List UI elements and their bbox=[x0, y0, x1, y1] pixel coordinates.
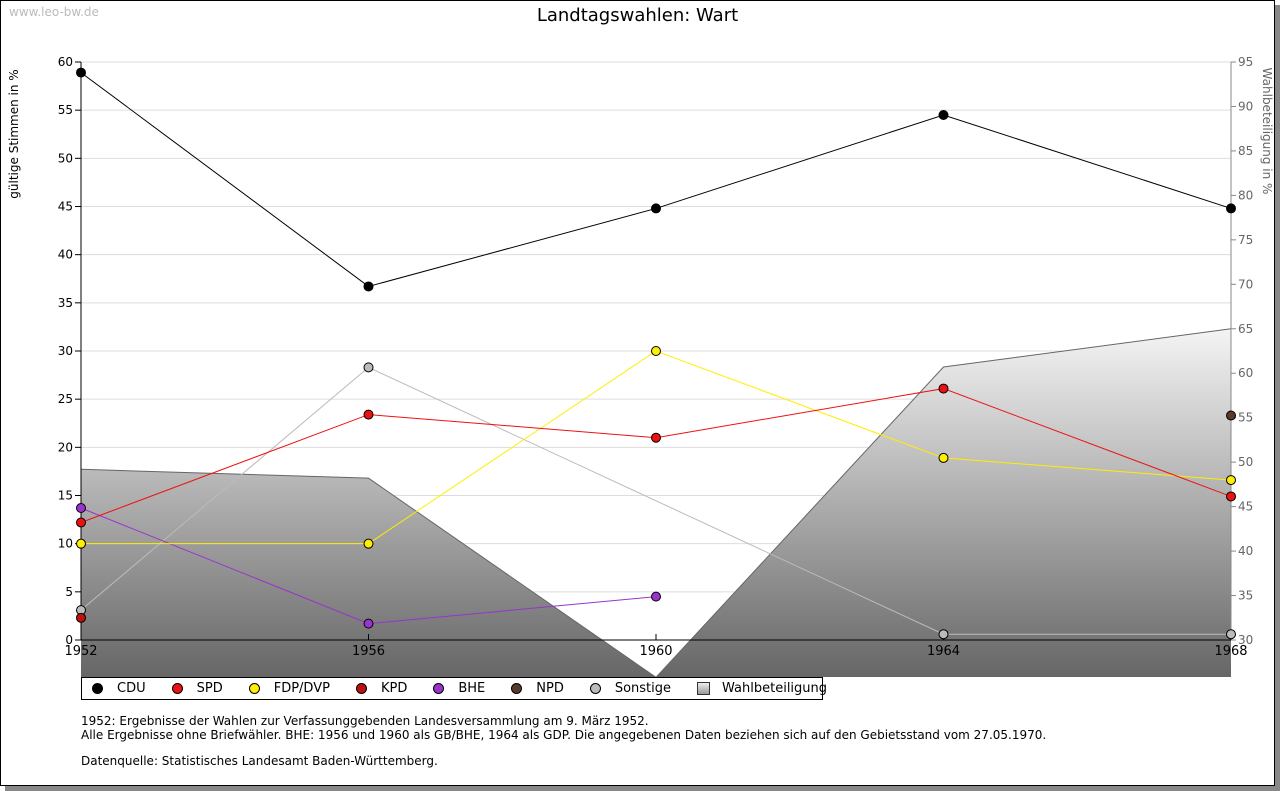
x-tick-label: 1964 bbox=[927, 644, 960, 659]
y-tick-label: 20 bbox=[58, 440, 73, 454]
data-point-bhe bbox=[76, 503, 86, 514]
note-2: Alle Ergebnisse ohne Briefwähler. BHE: 1… bbox=[81, 728, 1047, 742]
data-point-cdu bbox=[1226, 203, 1236, 214]
legend-label: SPD bbox=[196, 681, 223, 696]
y2-tick-label: 30 bbox=[1238, 633, 1253, 647]
y-tick-label: 0 bbox=[65, 633, 73, 647]
y-tick-label: 15 bbox=[58, 489, 73, 503]
legend: CDU SPD FDP/DVP KPD BHE NPD Sonstige Wahlbeteil… bbox=[81, 677, 827, 700]
y-tick-label: 60 bbox=[58, 55, 73, 69]
y2-tick-label: 65 bbox=[1238, 322, 1253, 336]
data-point-bhe bbox=[651, 591, 661, 602]
legend-item: Wahlbeteiligung bbox=[697, 681, 827, 696]
legend-marker-icon bbox=[92, 683, 103, 694]
y2-tick-label: 50 bbox=[1238, 455, 1253, 469]
y2-tick-label: 55 bbox=[1238, 411, 1253, 425]
legend-area-icon bbox=[697, 682, 711, 695]
data-point-cdu bbox=[363, 281, 374, 292]
series-line-sonstige bbox=[80, 366, 1231, 635]
y2-tick-label: 85 bbox=[1238, 144, 1253, 158]
legend-item: BHE bbox=[433, 681, 485, 696]
y2-tick-label: 35 bbox=[1238, 589, 1253, 603]
note-1: 1952: Ergebnisse der Wahlen zur Verfassu… bbox=[81, 714, 649, 728]
legend-item: Sonstige bbox=[589, 681, 672, 696]
y2-tick-label: 90 bbox=[1238, 99, 1253, 113]
data-point-bhe bbox=[363, 618, 374, 629]
y-tick-label: 40 bbox=[58, 248, 73, 262]
legend-marker-icon bbox=[171, 683, 183, 694]
y-tick-label: 35 bbox=[58, 296, 73, 310]
y-tick-label: 30 bbox=[58, 344, 73, 358]
y2-tick-label: 70 bbox=[1238, 277, 1253, 291]
y2-tick-label: 40 bbox=[1238, 544, 1253, 558]
legend-label: KPD bbox=[380, 681, 408, 696]
data-point-spd bbox=[651, 432, 661, 443]
legend-item: NPD bbox=[511, 681, 564, 696]
data-point-fdp-dvp bbox=[76, 538, 86, 549]
data-point-sonstige bbox=[363, 362, 374, 373]
legend-item: CDU bbox=[92, 681, 146, 696]
y-tick-label: 45 bbox=[58, 200, 73, 214]
x-tick-label: 1968 bbox=[1214, 644, 1247, 659]
x-tick-label: 1960 bbox=[639, 644, 672, 659]
legend-label: Sonstige bbox=[614, 681, 672, 696]
y-tick-label: 55 bbox=[58, 103, 73, 117]
y2-tick-label: 95 bbox=[1238, 55, 1253, 69]
legend-item: KPD bbox=[355, 681, 408, 696]
data-point-kpd bbox=[76, 612, 86, 623]
y2-tick-label: 45 bbox=[1238, 500, 1253, 514]
y2-tick-label: 75 bbox=[1238, 233, 1253, 247]
y2-tick-label: 60 bbox=[1238, 366, 1253, 380]
legend-item: SPD bbox=[171, 681, 223, 696]
y-tick-label: 50 bbox=[58, 151, 73, 165]
y-axis-label: gültige Stimmen in % bbox=[7, 69, 21, 198]
legend-marker-icon bbox=[589, 683, 601, 694]
legend-item: FDP/DVP bbox=[248, 681, 330, 696]
data-point-spd bbox=[1226, 491, 1236, 502]
chart-plot: 0 5 10 15 20 25 30 35 40 45 50 55 60 30 35 40 45 50 55 60 65… bbox=[7, 55, 1274, 679]
chart-title: Landtagswahlen: Wart bbox=[536, 5, 739, 26]
data-point-sonstige bbox=[1226, 629, 1236, 640]
data-point-npd bbox=[1226, 410, 1236, 421]
legend-marker-icon bbox=[433, 683, 445, 694]
data-point-sonstige bbox=[938, 629, 949, 640]
wahlbeteiligung-area bbox=[81, 328, 1231, 678]
data-point-fdp-dvp bbox=[363, 538, 374, 549]
y2-axis-label: Wahlbeteiligung in % bbox=[1260, 68, 1274, 195]
data-point-cdu bbox=[651, 203, 661, 214]
data-point-cdu bbox=[938, 109, 949, 120]
y2-tick-label: 80 bbox=[1238, 188, 1253, 202]
y-tick-label: 10 bbox=[58, 537, 73, 551]
legend-label: CDU bbox=[117, 681, 146, 696]
notes: 1952: Ergebnisse der Wahlen zur Verfassu… bbox=[81, 714, 1046, 768]
y-tick-label: 25 bbox=[58, 392, 73, 406]
data-point-fdp-dvp bbox=[1226, 475, 1236, 486]
data-point-spd bbox=[76, 517, 86, 528]
legend-marker-icon bbox=[355, 683, 367, 694]
legend-marker-icon bbox=[511, 683, 523, 694]
note-source: Datenquelle: Statistisches Landesamt Bad… bbox=[81, 754, 438, 768]
x-tick-label: 1952 bbox=[64, 644, 97, 659]
watermark: www.leo-bw.de bbox=[9, 5, 99, 19]
data-point-fdp-dvp bbox=[651, 346, 661, 356]
legend-label: BHE bbox=[458, 681, 486, 696]
data-point-fdp-dvp bbox=[938, 452, 949, 463]
y-tick-label: 5 bbox=[65, 585, 73, 599]
data-point-spd bbox=[363, 409, 374, 420]
legend-label: NPD bbox=[536, 681, 564, 696]
data-point-cdu bbox=[76, 67, 86, 78]
x-tick-label: 1956 bbox=[352, 644, 385, 659]
data-point-spd bbox=[938, 383, 949, 394]
legend-label: FDP/DVP bbox=[273, 681, 330, 696]
legend-label: Wahlbeteiligung bbox=[722, 681, 828, 696]
legend-marker-icon bbox=[248, 683, 260, 694]
